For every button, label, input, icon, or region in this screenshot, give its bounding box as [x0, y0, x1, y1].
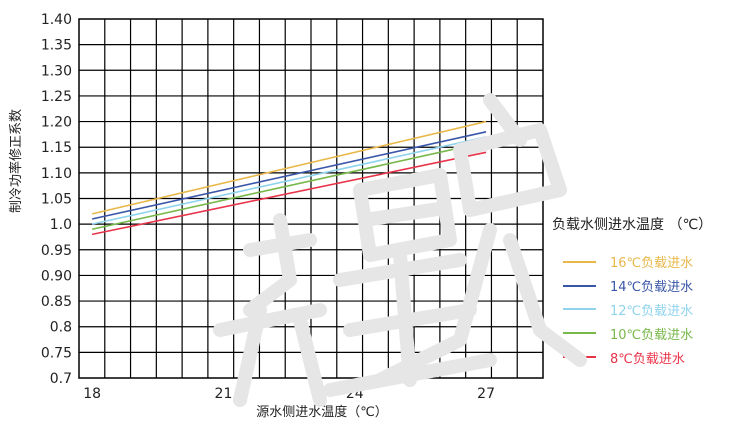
legend-swatch [563, 308, 596, 311]
y-tick-label: 0.85 [41, 294, 72, 310]
y-tick-label: 0.8 [50, 320, 72, 336]
legend-swatch [563, 332, 596, 335]
y-tick-label: 1.05 [41, 192, 72, 208]
x-tick-label: 24 [346, 386, 364, 402]
legend-swatch [563, 260, 596, 263]
legend-label: 12℃负载进水 [610, 303, 694, 319]
legend-item: 12℃负载进水 [563, 298, 693, 322]
y-tick-label: 0.95 [41, 243, 72, 259]
legend-label: 14℃负载进水 [610, 280, 694, 296]
series-line [91, 151, 487, 236]
y-tick-label: 1.20 [41, 115, 72, 131]
legend-item: 10℃负载进水 [563, 321, 693, 345]
y-axis-title: 制冷功率修正系数 [8, 109, 24, 213]
legend-item: 14℃负载进水 [563, 274, 693, 298]
legend-swatch [563, 284, 596, 287]
y-axis-ticks: 1.40 1.35 1.30 1.25 1.20 1.15 1.10 1.05 1.0 0.95 0… [41, 12, 72, 387]
y-tick-label: 0.75 [41, 345, 72, 361]
y-tick-label: 1.30 [41, 63, 72, 79]
x-axis-ticks: 18 21 24 27 [83, 386, 495, 402]
series-line [91, 141, 487, 231]
series-line [91, 136, 487, 225]
y-tick-label: 0.90 [41, 268, 72, 284]
y-tick-label: 1.15 [41, 140, 72, 156]
x-tick-label: 18 [83, 386, 101, 402]
y-tick-label: 1.10 [41, 166, 72, 182]
legend-label: 10℃负载进水 [610, 327, 694, 343]
x-tick-label: 21 [215, 386, 233, 402]
legend-label: 8℃负载进水 [610, 351, 685, 367]
grid [79, 19, 543, 378]
legend-title: 负载水侧进水温度 （℃） [552, 217, 713, 233]
legend-label: 16℃负载进水 [610, 256, 694, 272]
y-tick-label: 1.40 [41, 12, 72, 28]
legend-swatch [563, 356, 596, 359]
y-tick-label: 1.0 [50, 217, 72, 233]
y-tick-label: 1.25 [41, 89, 72, 105]
legend-item: 8℃负载进水 [563, 345, 693, 369]
y-tick-label: 1.35 [41, 38, 72, 54]
legend: 16℃负载进水 14℃负载进水 12℃负载进水 10℃负载进水 8℃负载进水 [563, 250, 693, 369]
series-line [91, 131, 487, 220]
y-tick-label: 0.7 [50, 371, 72, 387]
legend-item: 16℃负载进水 [563, 250, 693, 274]
series-lines [91, 120, 487, 236]
x-tick-label: 27 [477, 386, 495, 402]
series-line [91, 120, 487, 215]
x-axis-title: 源水侧进水温度（℃） [256, 404, 388, 420]
